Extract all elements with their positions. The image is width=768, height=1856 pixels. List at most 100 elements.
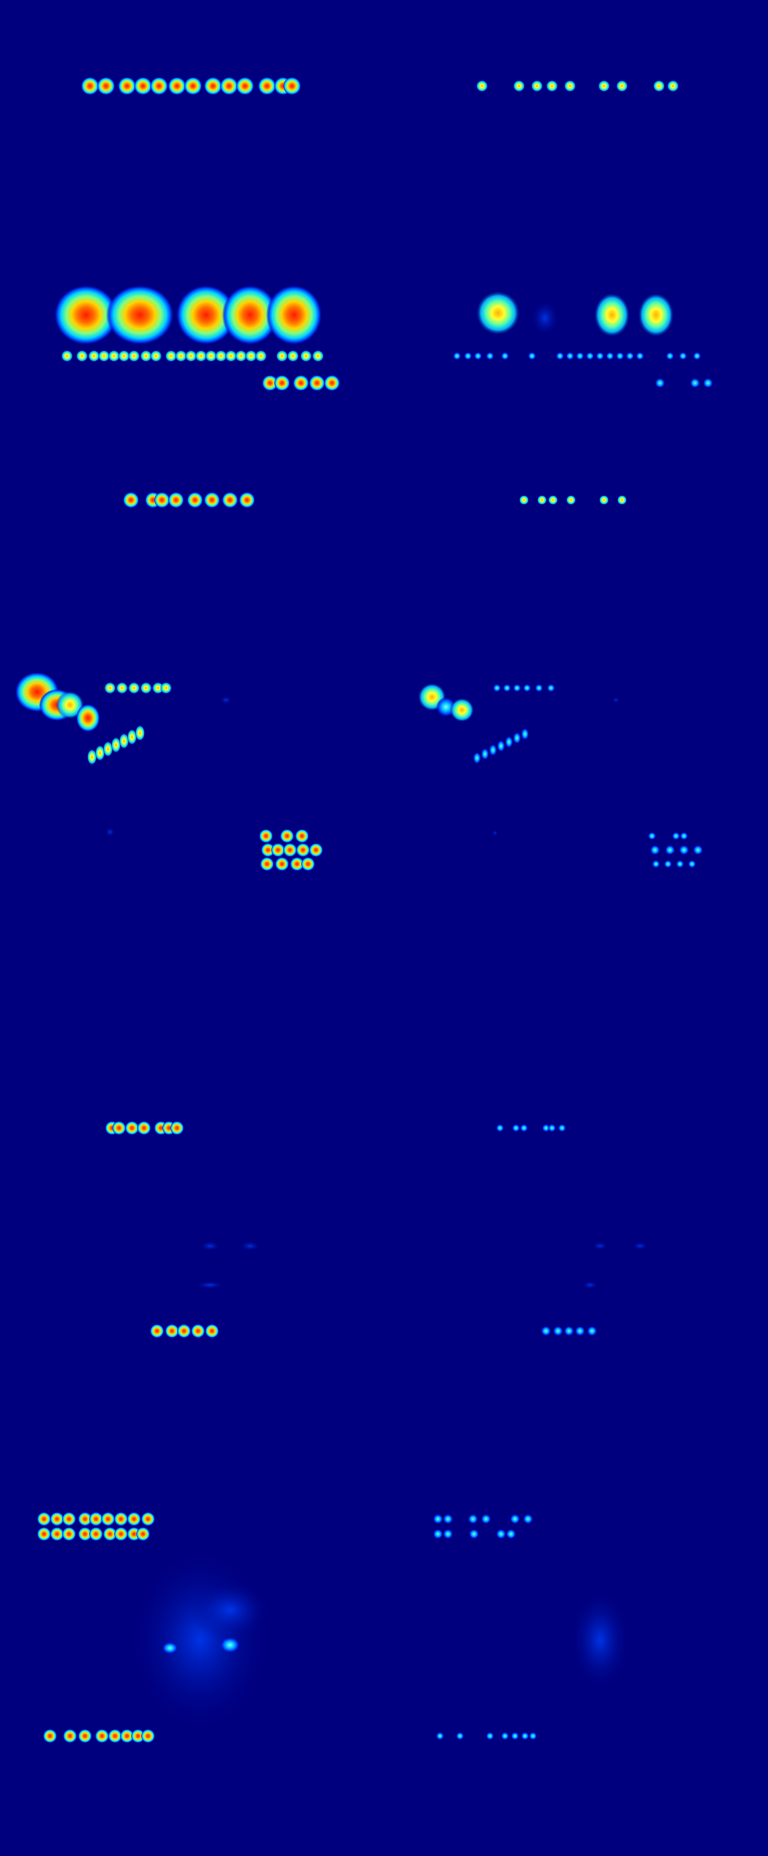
token-heat-blob	[523, 684, 531, 692]
token-heat-blob	[655, 378, 665, 388]
token-heat-blob	[664, 860, 672, 868]
region-heat-blob	[222, 285, 278, 345]
faint-region	[162, 1642, 178, 1654]
token-heat-blob	[497, 740, 505, 752]
token-heat-blob	[443, 1529, 453, 1539]
token-heat-blob	[262, 375, 278, 391]
token-heat-blob	[293, 375, 309, 391]
token-heat-blob	[204, 492, 220, 508]
token-heat-blob	[564, 80, 576, 92]
token-heat-blob	[78, 1729, 92, 1743]
token-heat-blob	[513, 684, 521, 692]
token-heat-blob	[296, 843, 310, 857]
token-heat-blob	[496, 1124, 504, 1132]
token-heat-blob	[652, 860, 660, 868]
token-heat-blob	[136, 1527, 150, 1541]
token-heat-blob	[690, 378, 700, 388]
token-heat-blob	[301, 857, 315, 871]
token-heat-blob	[78, 1512, 92, 1526]
token-heat-blob	[521, 728, 529, 740]
token-heat-blob	[140, 682, 152, 694]
token-heat-blob	[486, 352, 494, 360]
token-heat-blob	[693, 845, 703, 855]
token-heat-blob	[679, 352, 687, 360]
token-heat-blob	[468, 1514, 478, 1524]
token-heat-blob	[95, 1729, 109, 1743]
token-heat-blob	[276, 350, 288, 362]
token-heat-blob	[187, 492, 203, 508]
token-heat-blob	[101, 1512, 115, 1526]
faint-blob	[612, 697, 620, 703]
token-heat-blob	[275, 857, 289, 871]
region-heat-blob	[176, 285, 236, 345]
token-heat-blob	[131, 1729, 145, 1743]
token-heat-blob	[215, 350, 227, 362]
token-heat-blob	[648, 832, 656, 840]
token-heat-blob	[137, 1121, 151, 1135]
token-heat-blob	[239, 492, 255, 508]
token-heat-blob	[118, 350, 130, 362]
token-heat-blob	[606, 352, 614, 360]
heatmap-marks	[15, 77, 713, 1743]
token-heat-blob	[255, 350, 267, 362]
faint-blob	[582, 1281, 598, 1289]
token-heat-blob	[168, 492, 184, 508]
token-heat-blob	[598, 80, 610, 92]
faint-region	[220, 1637, 240, 1653]
token-heat-blob	[150, 350, 162, 362]
token-heat-blob	[220, 77, 238, 95]
token-heat-blob	[453, 352, 461, 360]
token-heat-blob	[489, 744, 497, 756]
token-heat-blob	[108, 1729, 122, 1743]
token-heat-blob	[513, 732, 521, 744]
faint-blob	[240, 1241, 260, 1251]
token-heat-blob	[88, 350, 100, 362]
token-heat-blob	[324, 375, 340, 391]
region-heat-blob	[266, 285, 322, 345]
token-heat-blob	[280, 829, 294, 843]
token-heat-blob	[274, 375, 290, 391]
token-heat-blob	[160, 682, 172, 694]
token-heat-blob	[89, 1512, 103, 1526]
token-heat-blob	[481, 748, 489, 760]
token-heat-blob	[104, 682, 116, 694]
token-heat-blob	[168, 77, 186, 95]
token-heat-blob	[665, 845, 675, 855]
token-heat-blob	[89, 1527, 103, 1541]
token-heat-blob	[114, 1527, 128, 1541]
token-heat-blob	[78, 1527, 92, 1541]
token-heat-blob	[62, 1527, 76, 1541]
region-heat-blob	[450, 698, 474, 722]
token-heat-blob	[111, 737, 121, 753]
token-heat-blob	[235, 350, 247, 362]
token-heat-blob	[63, 1729, 77, 1743]
token-heat-blob	[535, 684, 543, 692]
token-heat-blob	[650, 845, 660, 855]
faint-region	[190, 1580, 270, 1640]
token-heat-blob	[666, 352, 674, 360]
token-heat-blob	[443, 1514, 453, 1524]
region-heat-blob	[54, 285, 118, 345]
token-heat-blob	[116, 682, 128, 694]
token-heat-blob	[653, 80, 665, 92]
token-heat-blob	[271, 843, 285, 857]
token-heat-blob	[283, 843, 297, 857]
token-heat-blob	[513, 80, 525, 92]
region-heat-blob	[594, 293, 630, 337]
token-heat-blob	[505, 736, 513, 748]
token-heat-blob	[616, 352, 624, 360]
token-heat-blob	[120, 1729, 134, 1743]
token-heat-blob	[703, 378, 713, 388]
token-heat-blob	[456, 1732, 464, 1740]
token-heat-blob	[95, 745, 105, 761]
token-heat-blob	[473, 752, 481, 764]
token-heat-blob	[596, 352, 604, 360]
token-heat-blob	[679, 845, 689, 855]
token-heat-blob	[261, 843, 275, 857]
token-heat-blob	[258, 77, 276, 95]
token-heat-blob	[469, 1529, 479, 1539]
token-heat-blob	[123, 492, 139, 508]
token-heat-blob	[576, 352, 584, 360]
token-heat-blob	[108, 350, 120, 362]
